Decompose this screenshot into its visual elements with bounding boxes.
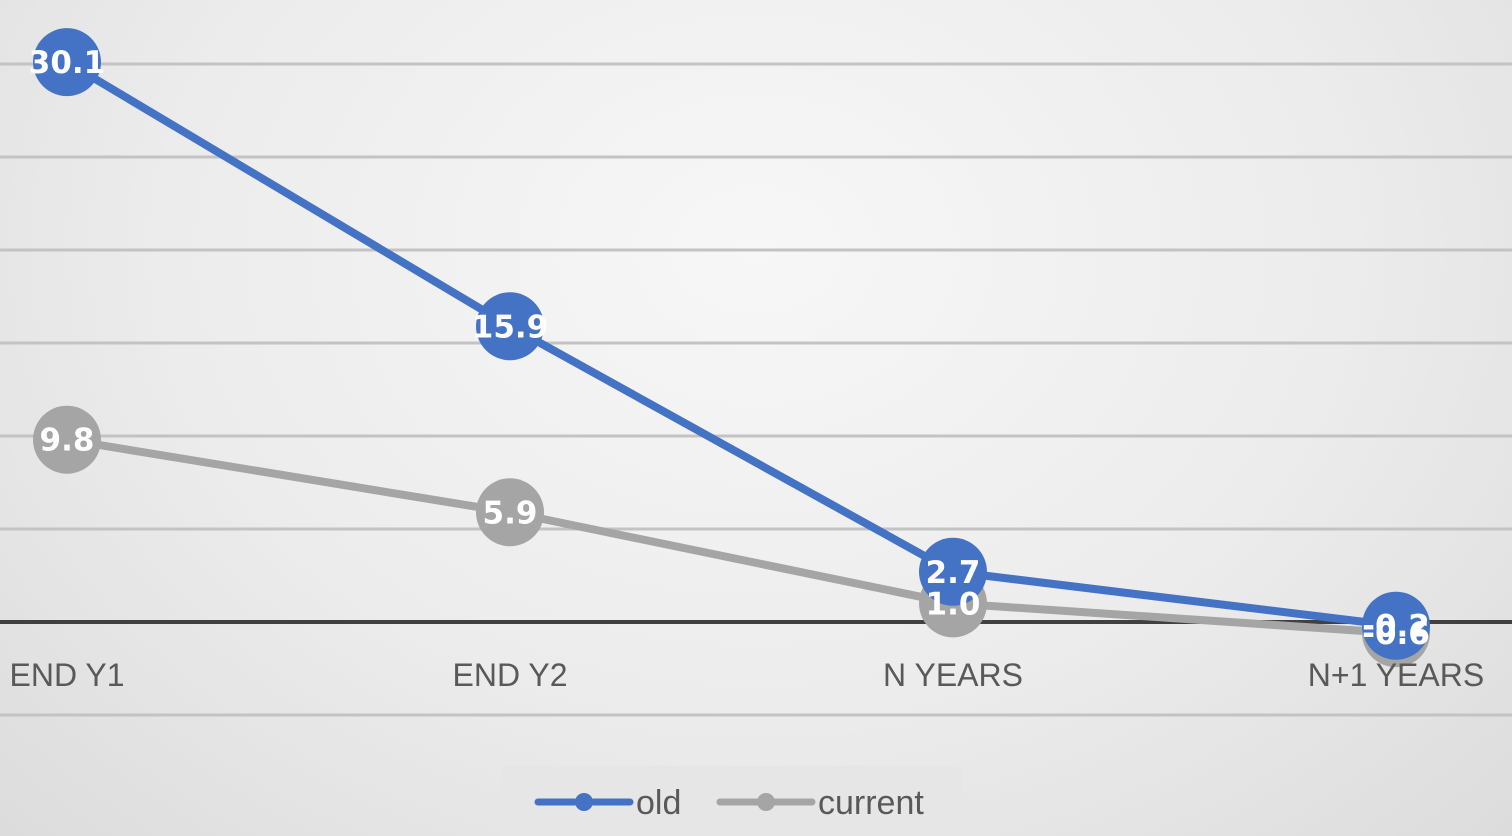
data-label-current-1: 5.9 (483, 495, 538, 531)
marker-old-1 (476, 292, 544, 361)
data-label-old-0: 30.1 (29, 45, 106, 81)
data-label-current-0: 9.8 (40, 423, 95, 459)
data-label-old-3: -0.2 (1362, 609, 1430, 645)
legend-label-current: current (818, 784, 924, 822)
gridlines (0, 62, 1512, 717)
category-label: N+1 YEARS (1308, 657, 1484, 693)
legend-marker-current (757, 793, 775, 811)
series-lines (63, 58, 1400, 638)
category-label: END Y2 (452, 657, 567, 693)
legend-marker-old (575, 793, 593, 811)
marker-old-2 (919, 537, 987, 606)
marker-current-1 (476, 478, 544, 547)
marker-old-3 (1362, 591, 1430, 660)
data-labels: 9.8 5.9 1.0 -0.6 30.1 15.9 2.7 -0.2 (29, 45, 1430, 652)
data-label-old-1: 15.9 (472, 309, 549, 345)
series-line-old (63, 58, 1400, 630)
data-label-current-2: 1.0 (926, 586, 981, 622)
data-label-old-2: 2.7 (926, 555, 981, 591)
series-line-current (63, 435, 1400, 638)
category-label: N YEARS (883, 657, 1023, 693)
data-markers (33, 28, 1430, 668)
legend-item-current: current (716, 784, 924, 822)
legend: old current (502, 766, 962, 836)
category-label: END Y1 (9, 657, 124, 693)
marker-current-0 (33, 405, 101, 474)
category-labels: END Y1 END Y2 N YEARS N+1 YEARS (9, 657, 1484, 693)
legend-label-old: old (636, 784, 681, 822)
marker-old-0 (33, 28, 101, 97)
data-label-current-3: -0.6 (1362, 616, 1430, 652)
legend-item-old: old (534, 784, 681, 822)
